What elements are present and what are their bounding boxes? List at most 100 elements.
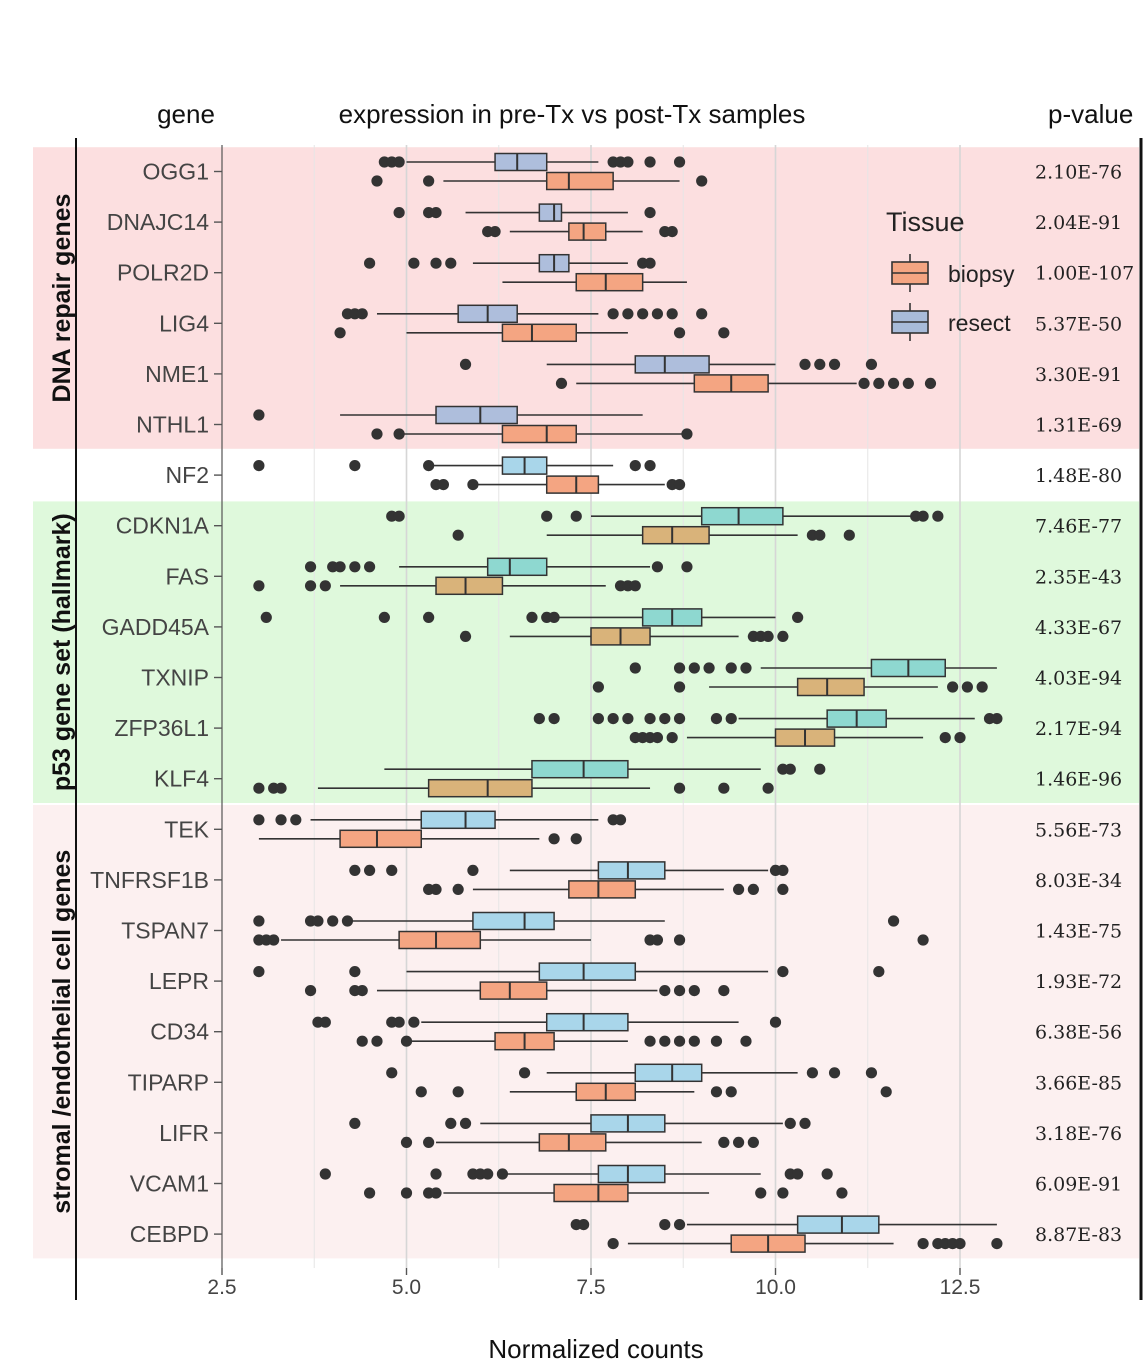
gene-label: GADD45A: [102, 614, 210, 640]
resect-outlier: [459, 358, 472, 370]
group-band-2: [33, 501, 1139, 803]
resect-outlier: [673, 713, 686, 725]
gene-label: ZFP36L1: [114, 715, 209, 741]
resect-outlier: [607, 308, 619, 320]
legend-label-biopsy: biopsy: [948, 261, 1015, 287]
resect-outlier: [578, 1219, 590, 1231]
biopsy-outlier: [673, 985, 686, 997]
resect-box: [597, 1164, 666, 1184]
pvalue-label: 6.38E-56: [1035, 1022, 1122, 1044]
resect-outlier: [873, 966, 885, 978]
gene-row-zfp36l1: [533, 709, 1003, 747]
biopsy-outlier: [688, 985, 700, 997]
resect-outlier: [592, 713, 604, 725]
biopsy-outlier: [555, 377, 568, 389]
resect-outlier: [865, 1067, 878, 1079]
gene-row-tek: [253, 810, 627, 849]
resect-outlier: [673, 156, 686, 168]
resect-outlier: [740, 662, 752, 674]
group-labels: DNA repair genes p53 gene set (hallmark) s…: [48, 194, 76, 1214]
biopsy-box: [427, 778, 533, 798]
group-band-0: [33, 147, 1139, 449]
resect-outlier: [393, 156, 405, 168]
resect-outlier: [629, 460, 641, 472]
biopsy-outlier: [651, 934, 664, 946]
resect-outlier: [518, 1067, 531, 1079]
biopsy-outlier: [718, 985, 730, 997]
biopsy-outlier: [880, 1086, 892, 1098]
resect-box: [420, 810, 496, 830]
gene-label: VCAM1: [130, 1171, 209, 1197]
pvalue-label: 1.48E-80: [1035, 465, 1122, 487]
resect-box: [634, 355, 710, 374]
resect-outlier: [814, 763, 826, 775]
resect-outlier: [349, 864, 361, 877]
gene-header: gene: [157, 99, 215, 129]
resect-outlier: [644, 460, 656, 472]
gene-row-txnip: [592, 658, 997, 697]
resect-outlier: [533, 713, 545, 725]
resect-outlier: [430, 257, 442, 269]
biopsy-outlier: [393, 428, 405, 440]
pvalue-label: 1.43E-75: [1035, 921, 1122, 943]
resect-box: [538, 962, 637, 981]
resect-outlier: [304, 561, 317, 573]
biopsy-outlier: [334, 327, 346, 339]
resect-outlier: [319, 1016, 331, 1028]
biopsy-outlier: [762, 630, 774, 643]
pvalue-header: p-value: [1048, 99, 1133, 129]
biopsy-outlier: [629, 580, 641, 592]
biopsy-outlier: [253, 782, 265, 794]
gene-label: TSPAN7: [121, 918, 209, 944]
biopsy-outlier: [400, 1035, 413, 1047]
resect-outlier: [703, 662, 715, 674]
biopsy-outlier: [371, 1035, 383, 1047]
gene-label: TEK: [164, 816, 209, 842]
pvalue-label: 6.09E-91: [1035, 1174, 1122, 1196]
resect-outlier: [644, 257, 656, 269]
biopsy-outlier: [976, 681, 988, 693]
resect-outlier: [725, 662, 737, 674]
resect-outlier: [459, 1117, 472, 1129]
biopsy-outlier: [430, 883, 442, 896]
biopsy-outlier: [843, 529, 855, 541]
biopsy-outlier: [747, 883, 759, 896]
resect-outlier: [393, 510, 405, 522]
resect-outlier: [932, 510, 944, 522]
biopsy-outlier: [356, 1035, 368, 1047]
biopsy-outlier: [710, 1086, 723, 1098]
resect-outlier: [290, 814, 302, 826]
biopsy-outlier: [755, 1187, 767, 1199]
biopsy-outlier: [733, 883, 745, 896]
resect-box: [472, 911, 555, 931]
gene-label: TIPARP: [128, 1069, 209, 1095]
resect-box: [435, 405, 518, 425]
biopsy-box: [641, 525, 710, 545]
biopsy-outlier: [696, 175, 708, 187]
resect-outlier: [769, 1016, 782, 1028]
resect-outlier: [828, 358, 841, 370]
gene-row-nf2: [253, 456, 686, 494]
resect-box: [531, 759, 629, 779]
resect-outlier: [423, 460, 435, 472]
biopsy-outlier: [437, 479, 449, 491]
pvalue-label: 5.37E-50: [1035, 313, 1122, 335]
resect-outlier: [548, 611, 560, 624]
biopsy-outlier: [924, 377, 937, 389]
resect-outlier: [430, 1168, 442, 1180]
resect-outlier: [327, 915, 339, 927]
biopsy-outlier: [762, 782, 774, 794]
resect-outlier: [777, 966, 789, 978]
pvalue-label: 2.04E-91: [1035, 212, 1122, 234]
pvalue-label: 1.31E-69: [1035, 415, 1122, 437]
biopsy-outlier: [570, 833, 582, 845]
group-label: p53 gene set (hallmark): [48, 513, 76, 791]
gene-label: TXNIP: [141, 665, 209, 691]
biopsy-outlier: [319, 580, 331, 592]
biopsy-outlier: [673, 327, 686, 339]
biopsy-outlier: [489, 226, 501, 238]
gene-label: LIG4: [159, 310, 209, 336]
resect-outlier: [688, 662, 700, 674]
gene-label: NTHL1: [136, 412, 209, 438]
resect-outlier: [629, 662, 641, 674]
